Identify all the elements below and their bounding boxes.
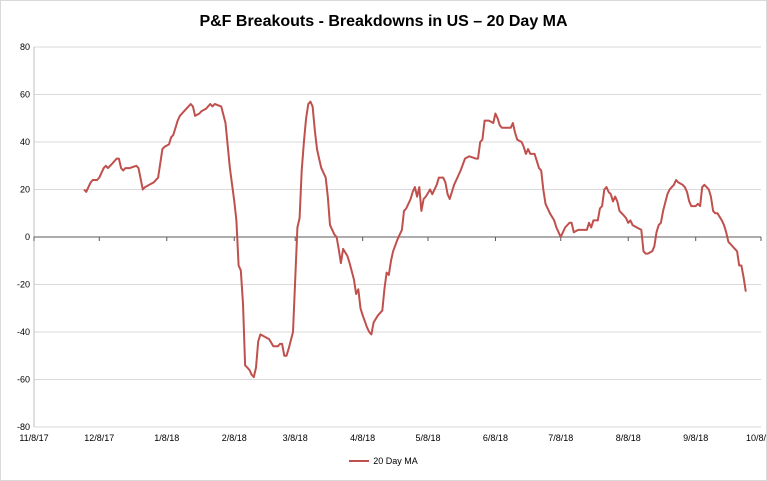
y-tick-label: -20 xyxy=(17,280,30,290)
x-tick-label: 10/8/18 xyxy=(746,433,766,443)
x-tick-label: 2/8/18 xyxy=(222,433,247,443)
x-tick-label: 3/8/18 xyxy=(283,433,308,443)
x-tick-label: 12/8/17 xyxy=(84,433,114,443)
x-tick-label: 11/8/17 xyxy=(19,433,48,443)
x-tick-label: 4/8/18 xyxy=(350,433,375,443)
legend: 20 Day MA xyxy=(1,456,766,466)
x-tick-label: 9/8/18 xyxy=(683,433,708,443)
y-tick-label: -40 xyxy=(17,327,30,337)
y-tick-label: 60 xyxy=(20,90,30,100)
x-tick-label: 6/8/18 xyxy=(483,433,508,443)
y-tick-label: 20 xyxy=(20,185,30,195)
x-tick-label: 7/8/18 xyxy=(548,433,573,443)
x-tick-label: 8/8/18 xyxy=(616,433,641,443)
x-tick-label: 1/8/18 xyxy=(154,433,179,443)
y-tick-label: 40 xyxy=(20,137,30,147)
y-tick-label: -60 xyxy=(17,375,30,385)
y-tick-label: -80 xyxy=(17,422,30,432)
x-tick-label: 5/8/18 xyxy=(415,433,440,443)
legend-swatch xyxy=(349,460,370,462)
y-tick-label: 0 xyxy=(25,232,30,242)
legend-label: 20 Day MA xyxy=(373,456,418,466)
series-line-20-day-ma xyxy=(83,100,747,379)
chart-title: P&F Breakouts - Breakdowns in US – 20 Da… xyxy=(199,13,568,30)
y-tick-label: 80 xyxy=(20,42,30,52)
